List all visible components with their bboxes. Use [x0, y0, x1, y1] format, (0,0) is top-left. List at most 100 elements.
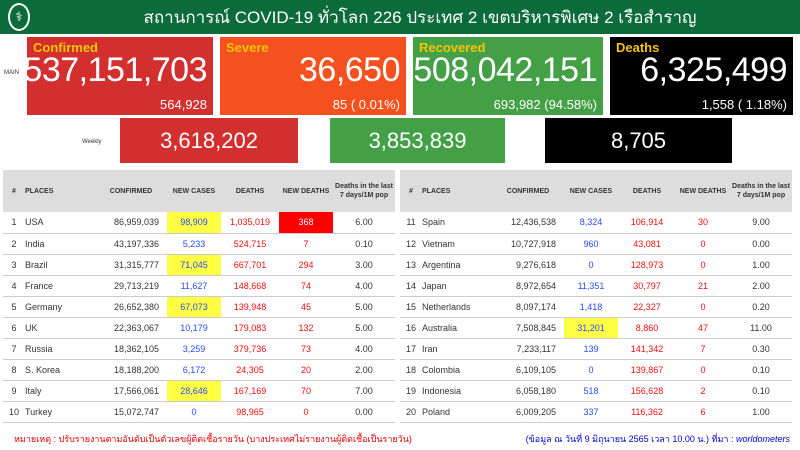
header-rank[interactable]: # [400, 170, 422, 212]
table-row: 14 Japan 8,972,654 11,351 30,797 21 2.00 [400, 275, 792, 297]
cell-rank: 20 [400, 401, 422, 423]
cell-rank: 19 [400, 380, 422, 402]
cell-confirmed: 12,436,538 [492, 212, 564, 234]
header-new-deaths[interactable]: NEW DEATHS [279, 170, 333, 212]
cell-new-deaths: 30 [676, 212, 730, 234]
header-new-deaths[interactable]: NEW DEATHS [676, 170, 730, 212]
cell-confirmed: 22,363,067 [95, 317, 167, 339]
cell-deaths: 43,081 [618, 233, 676, 255]
cell-place: Turkey [25, 401, 95, 423]
cell-place: Germany [25, 296, 95, 318]
cell-confirmed: 17,566,061 [95, 380, 167, 402]
cell-new-deaths: 47 [676, 317, 730, 339]
cell-place: Argentina [422, 254, 492, 276]
table-row: 12 Vietnam 10,727,918 960 43,081 0 0.00 [400, 233, 792, 255]
cell-deaths: 8,860 [618, 317, 676, 339]
cell-place: S. Korea [25, 359, 95, 381]
table-row: 8 S. Korea 18,188,200 6,172 24,305 20 2.00 [3, 359, 395, 381]
source-date: (ข้อมูล ณ วันที่ 9 มิถุนายน 2565 เวลา 10… [525, 434, 736, 444]
severe-total: 36,650 [299, 51, 401, 89]
header-bar: ⚕ สถานการณ์ COVID-19 ทั่วโลก 226 ประเทศ … [0, 0, 800, 34]
cell-confirmed: 9,276,618 [492, 254, 564, 276]
header-confirmed[interactable]: CONFIRMED [492, 170, 564, 212]
cell-deaths-7d-per-1m: 0.20 [730, 296, 792, 318]
cell-rank: 8 [3, 359, 25, 381]
cell-new-cases: 518 [564, 380, 618, 402]
cell-deaths-7d-per-1m: 5.00 [333, 317, 395, 339]
cell-place: Indonesia [422, 380, 492, 402]
cell-place: Japan [422, 275, 492, 297]
header-new-cases[interactable]: NEW CASES [564, 170, 618, 212]
cell-deaths: 148,668 [221, 275, 279, 297]
cell-deaths-7d-per-1m: 5.00 [333, 296, 395, 318]
cell-place: UK [25, 317, 95, 339]
cell-deaths-7d-per-1m: 1.00 [730, 401, 792, 423]
cell-deaths-7d-per-1m: 4.00 [333, 338, 395, 360]
cell-new-deaths: 7 [279, 233, 333, 255]
cell-place: Poland [422, 401, 492, 423]
cell-rank: 4 [3, 275, 25, 297]
table-row: 5 Germany 26,652,380 67,073 139,948 45 5.00 [3, 296, 395, 318]
table-row: 2 India 43,197,336 5,233 524,715 7 0.10 [3, 233, 395, 255]
cell-new-deaths: 73 [279, 338, 333, 360]
severe-label: Severe [226, 40, 269, 55]
deaths-label: Deaths [616, 40, 660, 55]
cell-rank: 5 [3, 296, 25, 318]
cell-new-cases: 0 [564, 254, 618, 276]
cell-new-deaths: 74 [279, 275, 333, 297]
cell-deaths-7d-per-1m: 1.00 [730, 254, 792, 276]
cell-new-deaths: 132 [279, 317, 333, 339]
header-rank[interactable]: # [3, 170, 25, 212]
table-row: 15 Netherlands 8,097,174 1,418 22,327 0 0.20 [400, 296, 792, 318]
cell-deaths-7d-per-1m: 0.00 [333, 401, 395, 423]
cell-new-deaths: 0 [676, 254, 730, 276]
cell-deaths-7d-per-1m: 7.00 [333, 380, 395, 402]
cell-place: Australia [422, 317, 492, 339]
cell-confirmed: 6,109,105 [492, 359, 564, 381]
table-header-row: # PLACES CONFIRMED NEW CASES DEATHS NEW DEATH… [3, 170, 395, 212]
cell-deaths-7d-per-1m: 3.00 [333, 254, 395, 276]
cell-deaths-7d-per-1m: 0.00 [730, 233, 792, 255]
table-row: 6 UK 22,363,067 10,179 179,083 132 5.00 [3, 317, 395, 339]
cell-new-cases: 139 [564, 338, 618, 360]
cell-rank: 7 [3, 338, 25, 360]
cell-deaths-7d-per-1m: 4.00 [333, 275, 395, 297]
cell-deaths: 167,169 [221, 380, 279, 402]
footer-note: หมายเหตุ : ปรับรายงานตามอันดับเป็นตัวเลข… [14, 434, 412, 444]
cell-new-deaths: 368 [279, 212, 333, 234]
header-deaths-7d-per-1m[interactable]: Deaths in the last 7 days/1M pop [333, 170, 395, 212]
cell-deaths: 98,965 [221, 401, 279, 423]
cell-place: India [25, 233, 95, 255]
cell-place: Vietnam [422, 233, 492, 255]
weekly-confirmed: 3,618,202 [120, 118, 298, 163]
table-row: 11 Spain 12,436,538 8,324 106,914 30 9.00 [400, 212, 792, 234]
cell-rank: 1 [3, 212, 25, 234]
confirmed-total: 537,151,703 [23, 51, 207, 89]
cell-place: Colombia [422, 359, 492, 381]
cell-new-cases: 1,418 [564, 296, 618, 318]
cell-rank: 16 [400, 317, 422, 339]
cell-confirmed: 15,072,747 [95, 401, 167, 423]
severe-card: Severe 36,650 85 ( 0.01%) [220, 37, 406, 115]
cell-place: Italy [25, 380, 95, 402]
cell-new-cases: 337 [564, 401, 618, 423]
cell-new-deaths: 2 [676, 380, 730, 402]
header-place[interactable]: PLACES [422, 170, 492, 212]
cell-rank: 9 [3, 380, 25, 402]
cell-place: Iran [422, 338, 492, 360]
cell-deaths: 156,628 [618, 380, 676, 402]
cell-confirmed: 31,315,777 [95, 254, 167, 276]
header-new-cases[interactable]: NEW CASES [167, 170, 221, 212]
cell-new-deaths: 45 [279, 296, 333, 318]
table-row: 18 Colombia 6,109,105 0 139,867 0 0.10 [400, 359, 792, 381]
header-deaths-7d-per-1m[interactable]: Deaths in the last 7 days/1M pop [730, 170, 792, 212]
cell-confirmed: 8,972,654 [492, 275, 564, 297]
cell-deaths: 667,701 [221, 254, 279, 276]
header-place[interactable]: PLACES [25, 170, 95, 212]
header-confirmed[interactable]: CONFIRMED [95, 170, 167, 212]
table-row: 17 Iran 7,233,117 139 141,342 7 0.30 [400, 338, 792, 360]
header-deaths[interactable]: DEATHS [221, 170, 279, 212]
weekly-recovered: 3,853,839 [330, 118, 505, 163]
header-deaths[interactable]: DEATHS [618, 170, 676, 212]
cell-deaths: 24,305 [221, 359, 279, 381]
